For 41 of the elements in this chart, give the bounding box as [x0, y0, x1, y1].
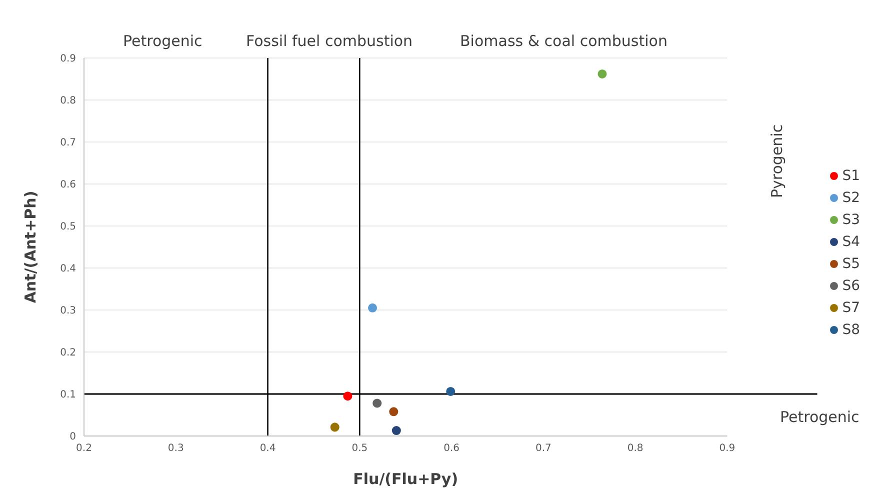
x-tick-label: 0.6 [444, 443, 460, 454]
point [392, 426, 401, 436]
point [330, 422, 340, 432]
y-tick-label: 0.6 [60, 180, 76, 191]
point [343, 392, 352, 401]
y-tick-label: 0.8 [60, 96, 76, 107]
text: Biomass & coal combustion [460, 32, 668, 50]
y-tick-label: 0.7 [60, 138, 76, 149]
text: Petrogenic [780, 408, 860, 426]
text: Fossil fuel combustion [246, 32, 413, 50]
y-tick-label: 0.9 [60, 54, 76, 65]
point [372, 398, 382, 408]
x-tick-label: 0.8 [627, 443, 644, 454]
legend-label: S8 [842, 322, 860, 338]
y-tick-label: 0 [70, 432, 76, 443]
x-tick-label: 0.7 [535, 443, 552, 454]
text: Pyrogenic [768, 124, 786, 198]
x-axis-title: Flu/(Flu+Py) [353, 470, 458, 488]
y-axis-title: Ant/(Ant+Ph) [21, 190, 40, 304]
legend-label: S7 [842, 300, 860, 316]
y-tick-label: 0.2 [60, 348, 76, 359]
text: Petrogenic [123, 32, 202, 50]
legend-label: S6 [842, 278, 860, 294]
point [368, 303, 378, 312]
legend-label: S2 [842, 190, 860, 206]
x-tick-label: 0.5 [352, 443, 368, 454]
y-tick-label: 0.4 [60, 264, 76, 275]
x-tick-label: 0.3 [168, 443, 184, 454]
point [598, 69, 607, 78]
legend-label: S3 [842, 212, 860, 228]
y-tick-label: 0.3 [60, 306, 76, 317]
legend-label: S5 [842, 256, 860, 272]
x-tick-label: 0.2 [76, 443, 92, 454]
x-tick-label: 0.4 [260, 443, 276, 454]
legend-label: S1 [842, 168, 860, 184]
x-tick-label: 0.9 [719, 443, 736, 454]
point [446, 386, 456, 396]
y-tick-label: 0.1 [60, 390, 76, 401]
point [389, 407, 398, 416]
legend-label: S4 [842, 234, 860, 250]
y-tick-label: 0.5 [60, 222, 76, 233]
